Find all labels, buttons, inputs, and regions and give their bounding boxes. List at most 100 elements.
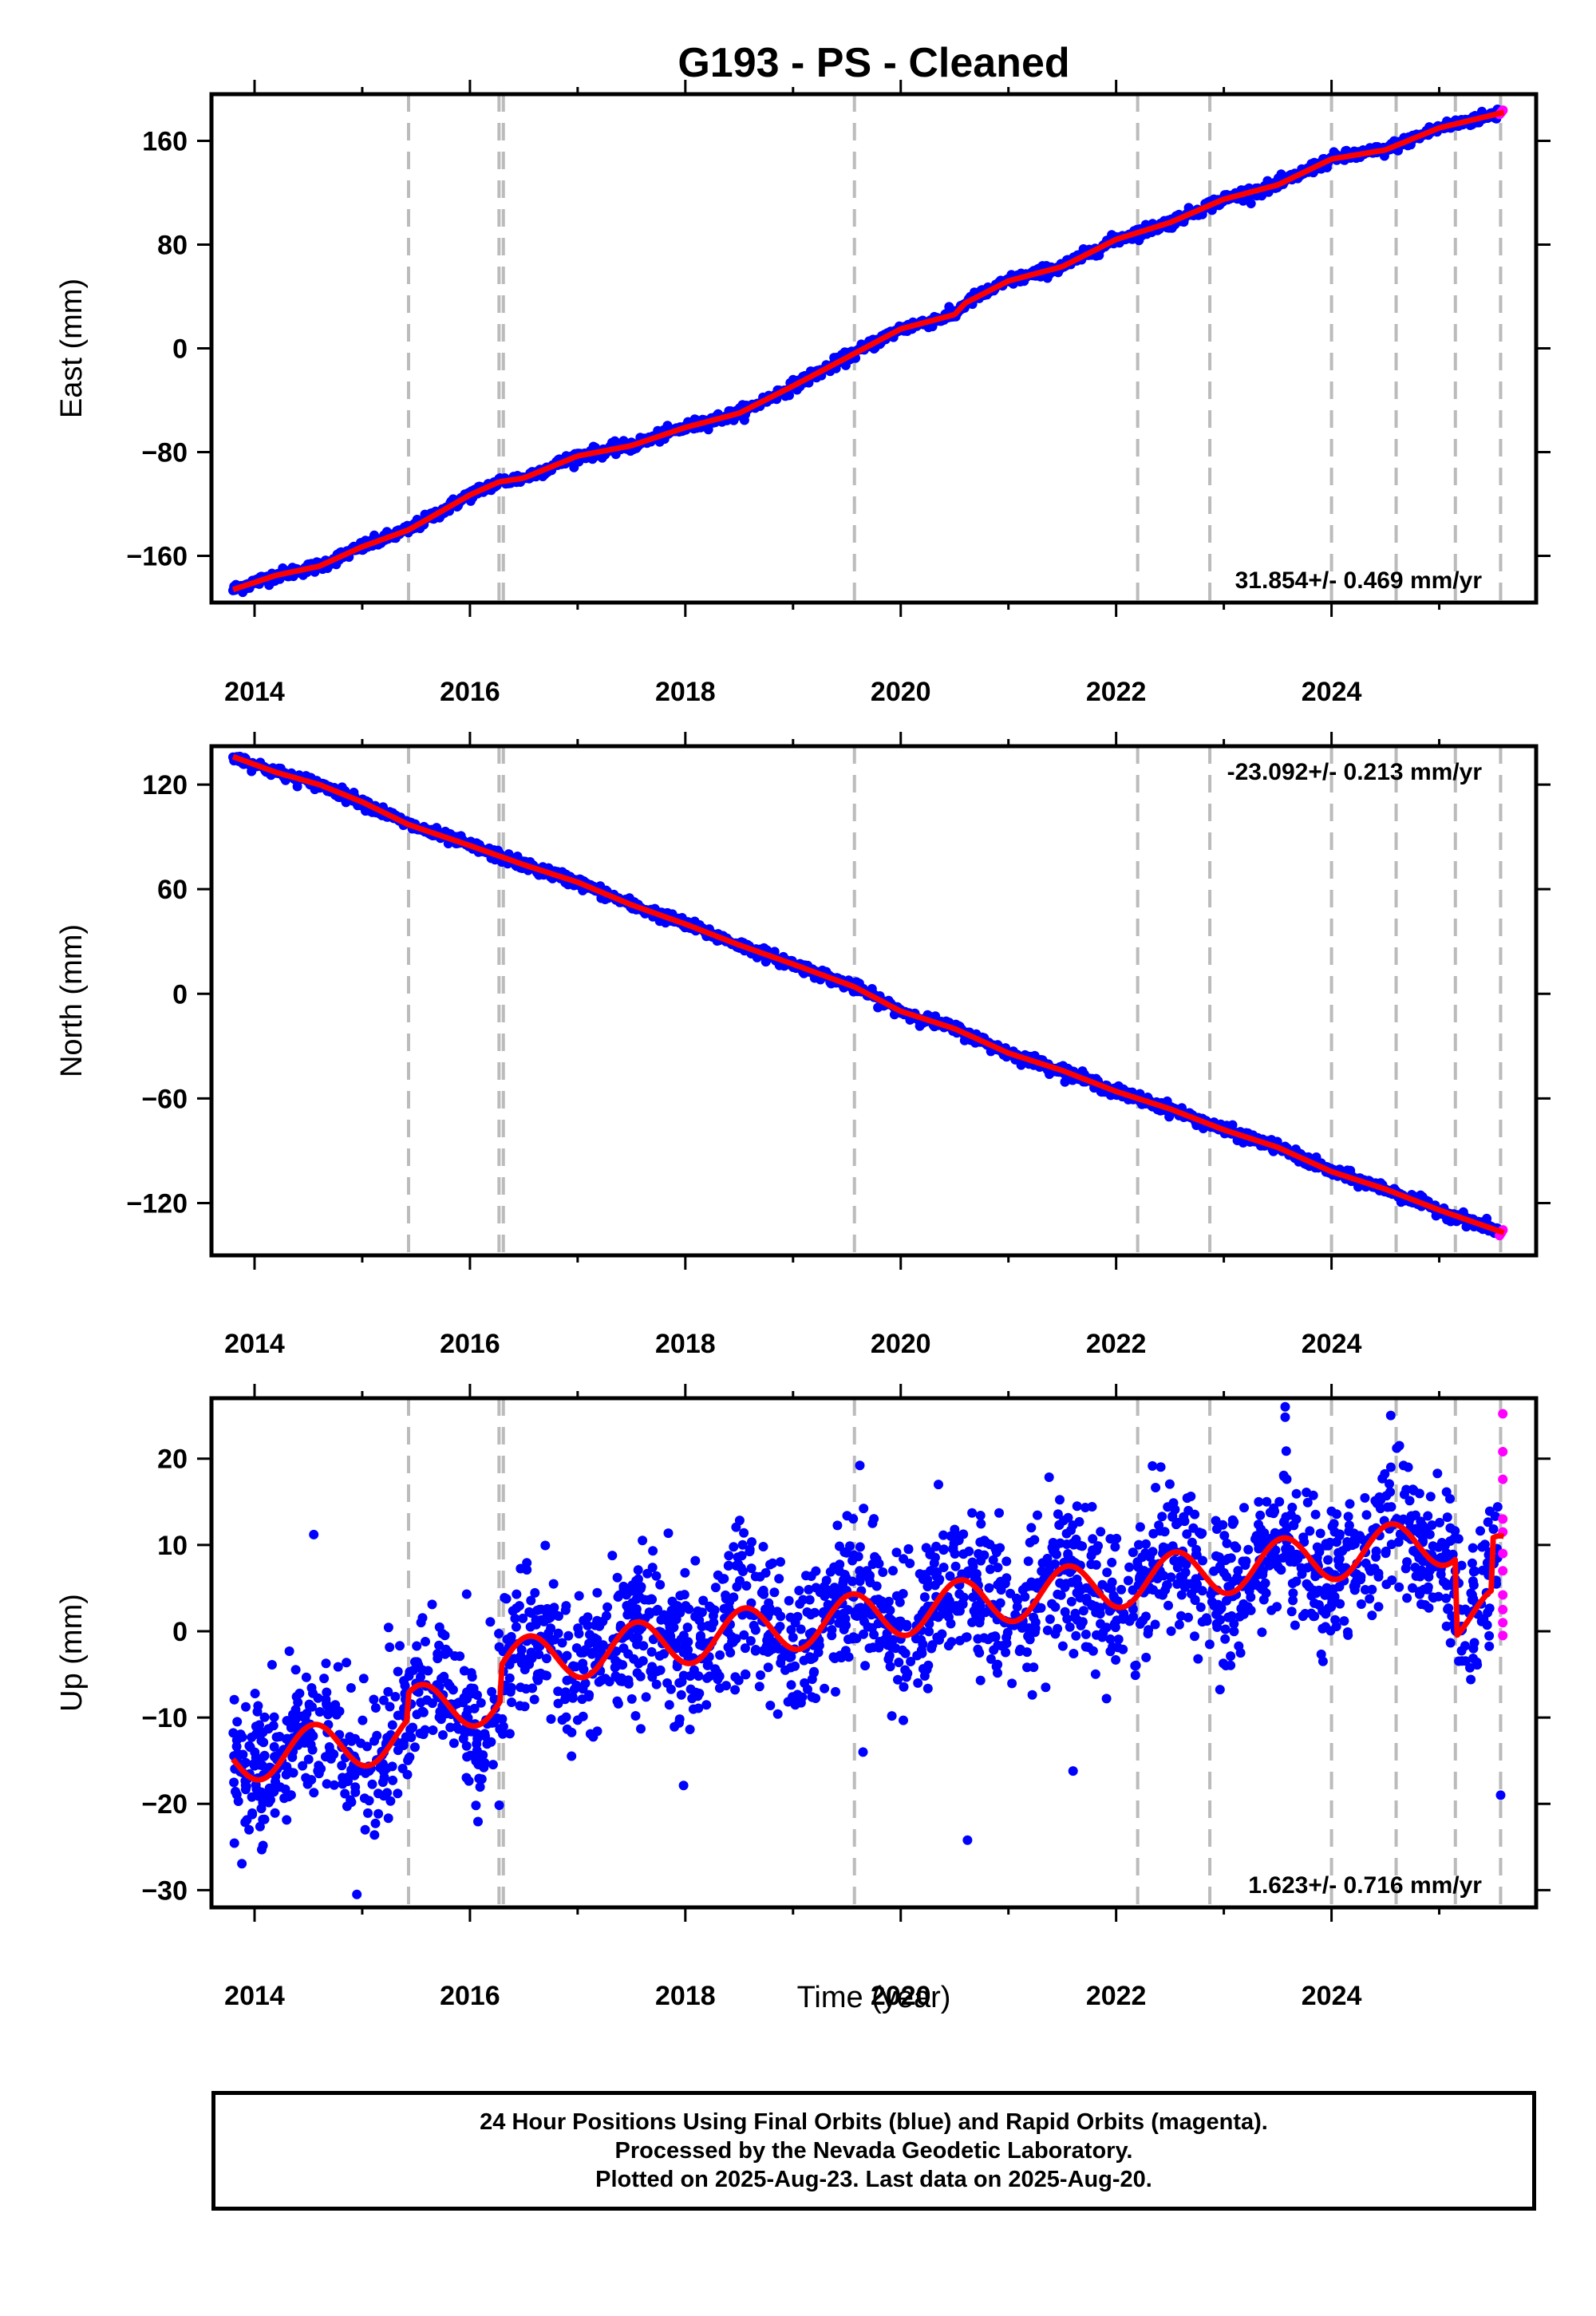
data-point: [1287, 1502, 1298, 1512]
data-point: [693, 1703, 704, 1713]
data-point: [383, 1813, 393, 1824]
data-point: [1215, 1614, 1226, 1625]
data-point: [1291, 1549, 1302, 1559]
data-point: [803, 1684, 812, 1694]
data-point: [641, 1692, 651, 1702]
data-point: [973, 1644, 983, 1654]
data-point: [247, 1808, 258, 1818]
data-point: [1215, 1685, 1225, 1695]
data-point: [1282, 1474, 1292, 1484]
data-point: [288, 1709, 298, 1720]
data-point: [280, 1784, 290, 1794]
data-point: [567, 1751, 577, 1761]
y-tick-label: 120: [142, 770, 188, 800]
data-point: [967, 1557, 978, 1567]
data-point: [680, 1567, 690, 1578]
data-point: [504, 1729, 515, 1739]
data-point: [715, 1650, 725, 1660]
data-point: [883, 1596, 894, 1607]
data-point: [360, 1824, 370, 1835]
data-point: [1166, 1626, 1176, 1636]
data-point: [622, 1590, 632, 1600]
data-point: [612, 1572, 622, 1583]
data-point: [1468, 1543, 1478, 1553]
data-point: [406, 1733, 417, 1742]
data-point: [1030, 1617, 1041, 1627]
data-point: [592, 1726, 602, 1737]
data-point: [362, 1741, 372, 1752]
data-point: [592, 1587, 602, 1598]
data-point: [1132, 1557, 1143, 1567]
data-point: [793, 1691, 804, 1701]
data-point: [801, 1571, 811, 1581]
data-point: [448, 1738, 459, 1749]
data-point: [560, 1687, 571, 1697]
data-point: [259, 1712, 270, 1722]
data-point: [730, 1672, 741, 1682]
data-point: [922, 1683, 933, 1694]
data-point: [1176, 1611, 1186, 1621]
data-point: [1167, 1541, 1178, 1551]
data-point: [749, 1620, 759, 1630]
data-point: [1083, 1642, 1093, 1652]
data-point: [383, 1622, 393, 1633]
data-point: [1290, 1620, 1300, 1630]
data-point: [855, 1542, 865, 1552]
data-point: [1136, 1616, 1147, 1626]
data-point: [321, 1658, 331, 1669]
data-point: [453, 1697, 464, 1708]
data-point: [1001, 1632, 1012, 1642]
data-point: [1158, 1590, 1167, 1600]
data-point: [924, 1626, 934, 1637]
data-point: [750, 1646, 760, 1656]
data-point: [1468, 1576, 1478, 1587]
data-point: [1435, 1517, 1444, 1528]
data-point: [405, 1725, 416, 1735]
data-point: [1432, 1468, 1443, 1479]
data-point: [1483, 1517, 1493, 1528]
data-point: [244, 1741, 255, 1751]
data-point: [1345, 1499, 1355, 1509]
data-point: [1017, 1585, 1028, 1595]
data-point: [1069, 1649, 1079, 1658]
data-point: [698, 1595, 709, 1606]
rapid-orbit-point: [1498, 1618, 1508, 1628]
data-point: [1148, 1547, 1158, 1557]
data-point: [557, 1638, 567, 1648]
data-point: [750, 1571, 760, 1582]
outlier-point: [1280, 1412, 1290, 1422]
data-point: [1339, 1616, 1349, 1626]
data-point: [934, 1634, 944, 1645]
data-point: [1198, 1555, 1207, 1566]
data-point: [1229, 1618, 1239, 1629]
data-point: [1096, 1618, 1105, 1629]
data-point: [1048, 1546, 1058, 1556]
data-point: [919, 1592, 930, 1603]
data-point: [270, 1808, 280, 1818]
data-point: [985, 1564, 995, 1575]
data-point: [1041, 1682, 1051, 1693]
data-point: [1088, 1534, 1098, 1544]
data-point: [427, 1599, 437, 1610]
y-tick-label: −120: [126, 1188, 188, 1219]
data-point: [853, 1551, 863, 1562]
data-point: [674, 1678, 685, 1688]
data-point: [299, 1734, 310, 1745]
data-point: [1387, 1575, 1397, 1585]
data-point: [458, 1733, 468, 1744]
data-point: [1316, 1649, 1326, 1659]
data-point: [1148, 1460, 1158, 1471]
data-point: [1309, 1611, 1319, 1622]
data-point: [1243, 1544, 1254, 1555]
data-point: [729, 1542, 739, 1552]
data-point: [308, 1688, 318, 1698]
data-point: [1404, 1516, 1414, 1527]
data-point: [460, 1726, 471, 1736]
data-point: [1314, 1600, 1324, 1610]
data-point: [736, 1563, 746, 1573]
plot-area: [228, 94, 1508, 603]
data-point: [851, 1634, 862, 1643]
data-point: [1211, 1524, 1222, 1534]
data-point: [611, 1661, 622, 1671]
data-point: [1053, 1509, 1063, 1520]
